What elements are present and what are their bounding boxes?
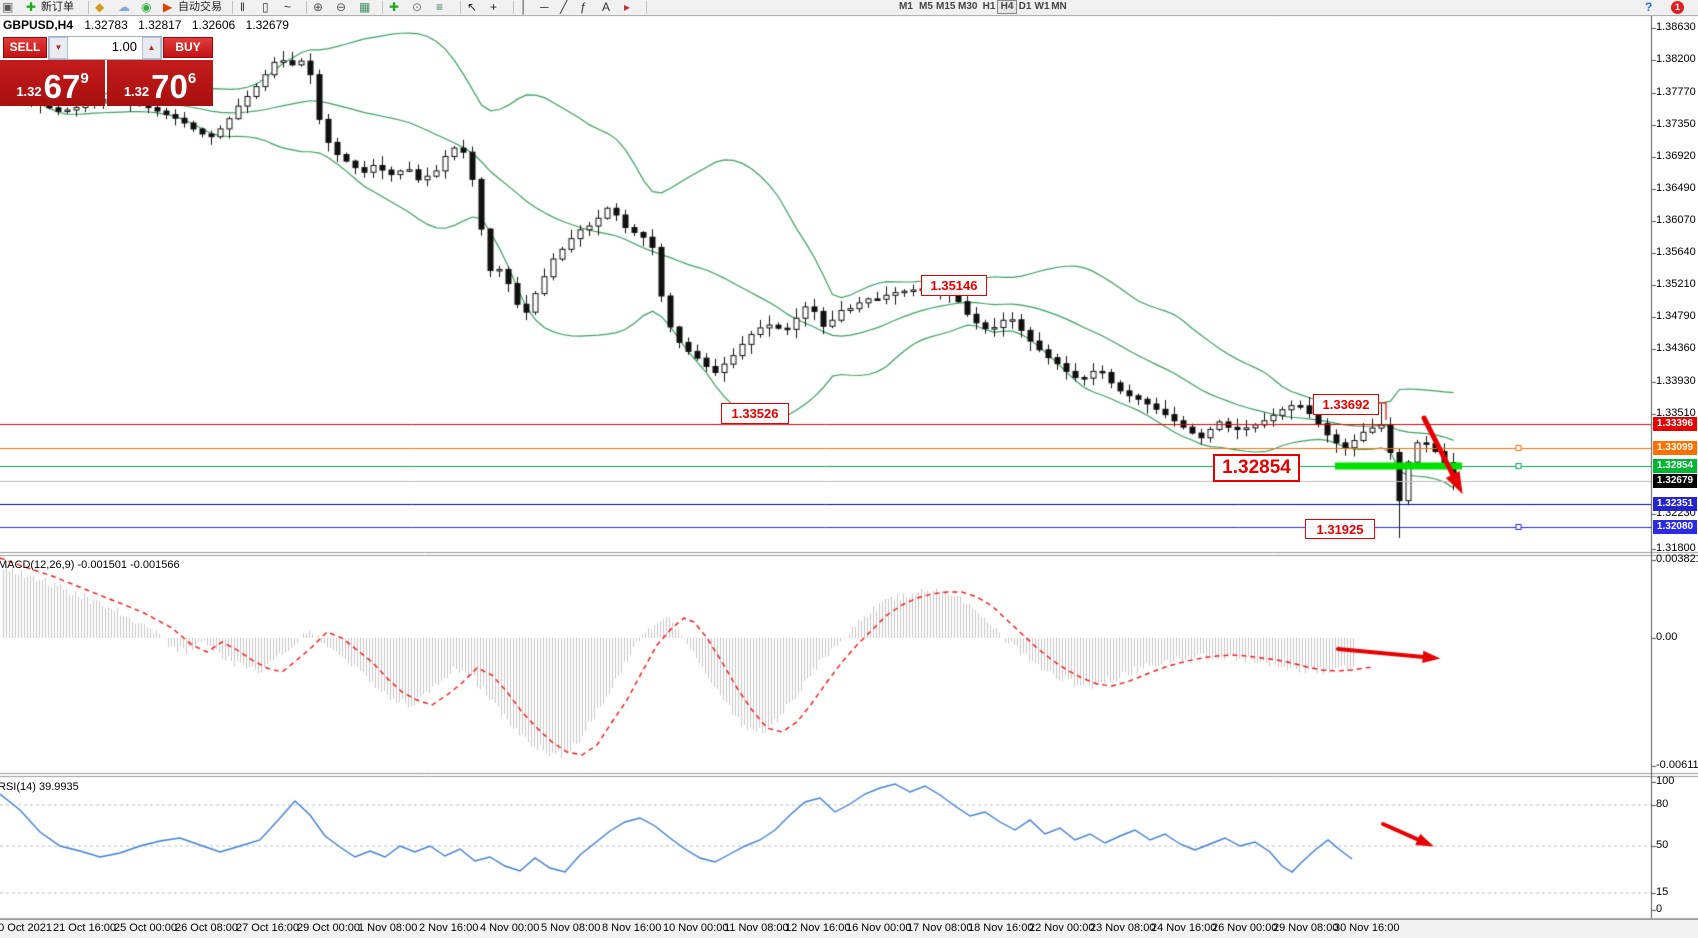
new-order-label: 新订单 [41, 1, 74, 13]
price-callout[interactable]: 1.35146 [921, 275, 987, 296]
bar-chart-icon[interactable]: ‖ [240, 0, 245, 14]
timeframe-button-mn[interactable]: MN [1051, 1, 1067, 12]
price-callout[interactable]: 1.33692 [1313, 394, 1379, 415]
timeframe-button-d1[interactable]: D1 [1018, 1, 1032, 12]
cloud-icon[interactable]: ☁ [118, 0, 130, 14]
hline-tool-icon[interactable]: ─ [540, 0, 549, 14]
signals-icon[interactable]: ◉ [141, 0, 152, 14]
price-callout[interactable]: 1.32854 [1213, 454, 1300, 482]
sell-price-sup: 9 [80, 70, 89, 87]
buy-price-panel[interactable]: 1.32 70 6 [107, 60, 213, 106]
volume-decrease-button[interactable]: ▼ [49, 37, 68, 59]
timeframe-button-h1[interactable]: H1 [982, 1, 996, 12]
crosshair-icon[interactable]: + [490, 0, 498, 14]
ohlc-close: 1.32679 [245, 18, 289, 32]
autotrade-label: 自动交易 [178, 1, 222, 13]
rsi-label: RSI(14) 39.9935 [0, 781, 79, 793]
buy-button[interactable]: BUY [163, 37, 213, 58]
price-callout[interactable]: 1.33526 [721, 403, 789, 424]
trendline-tool-icon[interactable]: ╱ [560, 0, 568, 14]
buy-price-sup: 6 [187, 70, 197, 87]
fibonacci-tool-icon[interactable]: ƒ [580, 0, 587, 14]
line-chart-icon[interactable]: ~ [284, 0, 292, 14]
sell-price-panel[interactable]: 1.32 67 9 [0, 60, 105, 106]
new-chart-icon[interactable]: ✚ [389, 0, 400, 14]
volume-increase-button[interactable]: ▲ [142, 37, 161, 59]
timeframe-button-m15[interactable]: M15 [936, 1, 956, 12]
toolbar: ▣ ✚ 新订单 ◆ ☁ ◉ ▶ 自动交易 ‖ ▯ ~ ⊕ ⊖ ▦ ✚ ⊙ ≡ ↖ + │ ─ ╱ ƒ A ▸ M1 M5 M15 M30… [0, 0, 1698, 16]
sell-price-big: 67 [43, 68, 81, 105]
timeframe-button-m1[interactable]: M1 [899, 1, 913, 12]
toolbar-separator [382, 1, 383, 14]
timeframe-button-m5[interactable]: M5 [919, 1, 933, 12]
window-icon[interactable]: ▣ [2, 0, 14, 14]
tile-windows-icon[interactable]: ▦ [359, 0, 371, 14]
new-order-icon[interactable]: ✚ [26, 0, 37, 14]
autotrade-icon[interactable]: ▶ [163, 0, 173, 14]
buy-price-big: 70 [151, 68, 188, 105]
volume-input[interactable]: 1.00 [111, 39, 137, 54]
sell-button[interactable]: SELL [3, 37, 47, 58]
toolbar-separator [513, 1, 514, 14]
volume-stepper: ▼ 1.00 ▲ [48, 36, 162, 60]
shapes-tool-icon[interactable]: ▸ [624, 0, 631, 14]
profiles-icon[interactable]: ⊙ [412, 0, 423, 14]
toolbar-separator [88, 1, 89, 14]
symbol-timeframe: GBPUSD,H4 [3, 18, 74, 32]
indicators-icon[interactable]: ≡ [436, 0, 444, 14]
toolbar-separator [460, 1, 461, 14]
sell-price-small: 1.32 [16, 84, 42, 99]
toolbar-separator [646, 1, 647, 14]
notification-badge[interactable]: 1 [1671, 1, 1684, 14]
text-tool-icon[interactable]: A [602, 0, 611, 14]
ohlc-high: 1.32817 [138, 18, 182, 32]
timeframe-button-m30[interactable]: M30 [958, 1, 978, 12]
chart-header: GBPUSD,H4 1.32783 1.32817 1.32606 1.3267… [3, 18, 296, 32]
buy-price-small: 1.32 [123, 84, 150, 99]
toolbar-separator [232, 1, 233, 14]
timeframe-button-h4[interactable]: H4 [997, 0, 1017, 14]
deposit-icon[interactable]: ◆ [95, 0, 105, 14]
support-icon[interactable]: ? [1645, 0, 1653, 14]
candle-chart-icon[interactable]: ▯ [262, 0, 269, 14]
timeframe-button-w1[interactable]: W1 [1034, 1, 1050, 12]
cursor-icon[interactable]: ↖ [467, 0, 478, 14]
zoom-in-icon[interactable]: ⊕ [313, 0, 324, 14]
vline-tool-icon[interactable]: │ [520, 0, 528, 14]
ohlc-open: 1.32783 [84, 18, 128, 32]
ohl-low: 1.32606 [191, 18, 236, 32]
price-callout[interactable]: 1.31925 [1305, 519, 1375, 539]
zoom-out-icon[interactable]: ⊖ [336, 0, 347, 14]
macd-label: MACD(12,26,9) -0.001501 -0.001566 [0, 559, 180, 571]
time-axis [0, 919, 1698, 938]
toolbar-separator [306, 1, 307, 14]
